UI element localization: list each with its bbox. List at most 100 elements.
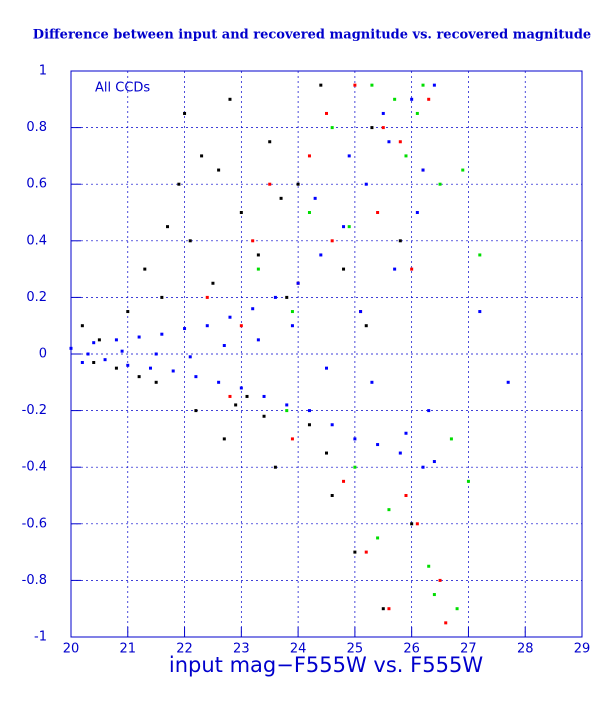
point [410, 522, 414, 526]
x-tick-label: 26 [403, 642, 420, 657]
point [126, 363, 130, 367]
point [114, 338, 118, 342]
point [359, 310, 363, 314]
point [171, 369, 175, 373]
point [421, 465, 425, 469]
point [370, 380, 374, 384]
point [393, 97, 397, 101]
point [432, 593, 436, 597]
point [415, 522, 419, 526]
point [432, 83, 436, 87]
point [421, 83, 425, 87]
point [342, 267, 346, 271]
point [194, 375, 198, 379]
point [438, 182, 442, 186]
point [251, 307, 255, 311]
point [387, 607, 391, 611]
point [228, 315, 232, 319]
point [461, 168, 465, 172]
point [313, 196, 317, 200]
point [381, 111, 385, 115]
point [148, 366, 152, 370]
point [381, 126, 385, 130]
point [188, 239, 192, 243]
point [183, 327, 187, 331]
point [154, 352, 158, 356]
point [427, 97, 431, 101]
point [325, 451, 328, 455]
point [296, 182, 300, 186]
point [478, 253, 482, 257]
point [143, 267, 147, 271]
point [330, 494, 334, 497]
point [342, 479, 346, 483]
y-tick-label: 0.2 [26, 290, 47, 305]
point [319, 83, 323, 87]
y-tick-label: 1 [39, 64, 47, 79]
point [183, 111, 187, 115]
point [330, 239, 334, 243]
point [415, 111, 419, 115]
point [285, 295, 289, 299]
point [370, 83, 374, 87]
point [217, 380, 221, 384]
point [404, 431, 408, 435]
point [466, 479, 470, 483]
point [160, 332, 164, 336]
point [217, 168, 221, 172]
point [69, 346, 73, 350]
point [256, 338, 260, 342]
point [290, 437, 294, 441]
point [387, 508, 391, 512]
plot-frame [70, 70, 583, 638]
point [205, 295, 209, 299]
x-tick-label: 25 [347, 642, 364, 657]
point [342, 225, 346, 229]
point [387, 140, 391, 144]
point [273, 295, 277, 299]
point [154, 380, 158, 384]
point [410, 97, 414, 101]
point [347, 225, 351, 229]
point [268, 140, 272, 144]
point [325, 366, 328, 370]
point [364, 550, 368, 554]
y-tick-label: -0.6 [22, 516, 47, 531]
x-tick-label: 23 [233, 642, 250, 657]
point [80, 324, 84, 328]
point [427, 564, 431, 568]
point [228, 394, 232, 398]
point [353, 465, 357, 469]
point [222, 437, 226, 441]
point [353, 550, 357, 554]
point [205, 324, 209, 328]
point [228, 97, 232, 101]
annotation: All CCDs [95, 81, 150, 96]
point [120, 349, 124, 353]
point [404, 154, 408, 158]
point [404, 494, 408, 497]
point [398, 451, 402, 455]
point [307, 211, 311, 214]
point [307, 423, 311, 427]
point [307, 154, 311, 158]
point [239, 386, 243, 390]
point [92, 360, 96, 364]
point [427, 409, 431, 413]
point [381, 607, 385, 611]
point [353, 83, 357, 87]
point [330, 126, 334, 130]
point [364, 182, 368, 186]
point [347, 154, 351, 158]
point [290, 310, 294, 314]
x-tick-label: 29 [574, 642, 591, 657]
x-tick-label: 28 [517, 642, 534, 657]
point [211, 281, 215, 285]
point [415, 211, 419, 214]
y-tick-label: 0 [39, 347, 47, 362]
point [166, 225, 170, 229]
point [506, 380, 510, 384]
point [319, 253, 323, 257]
